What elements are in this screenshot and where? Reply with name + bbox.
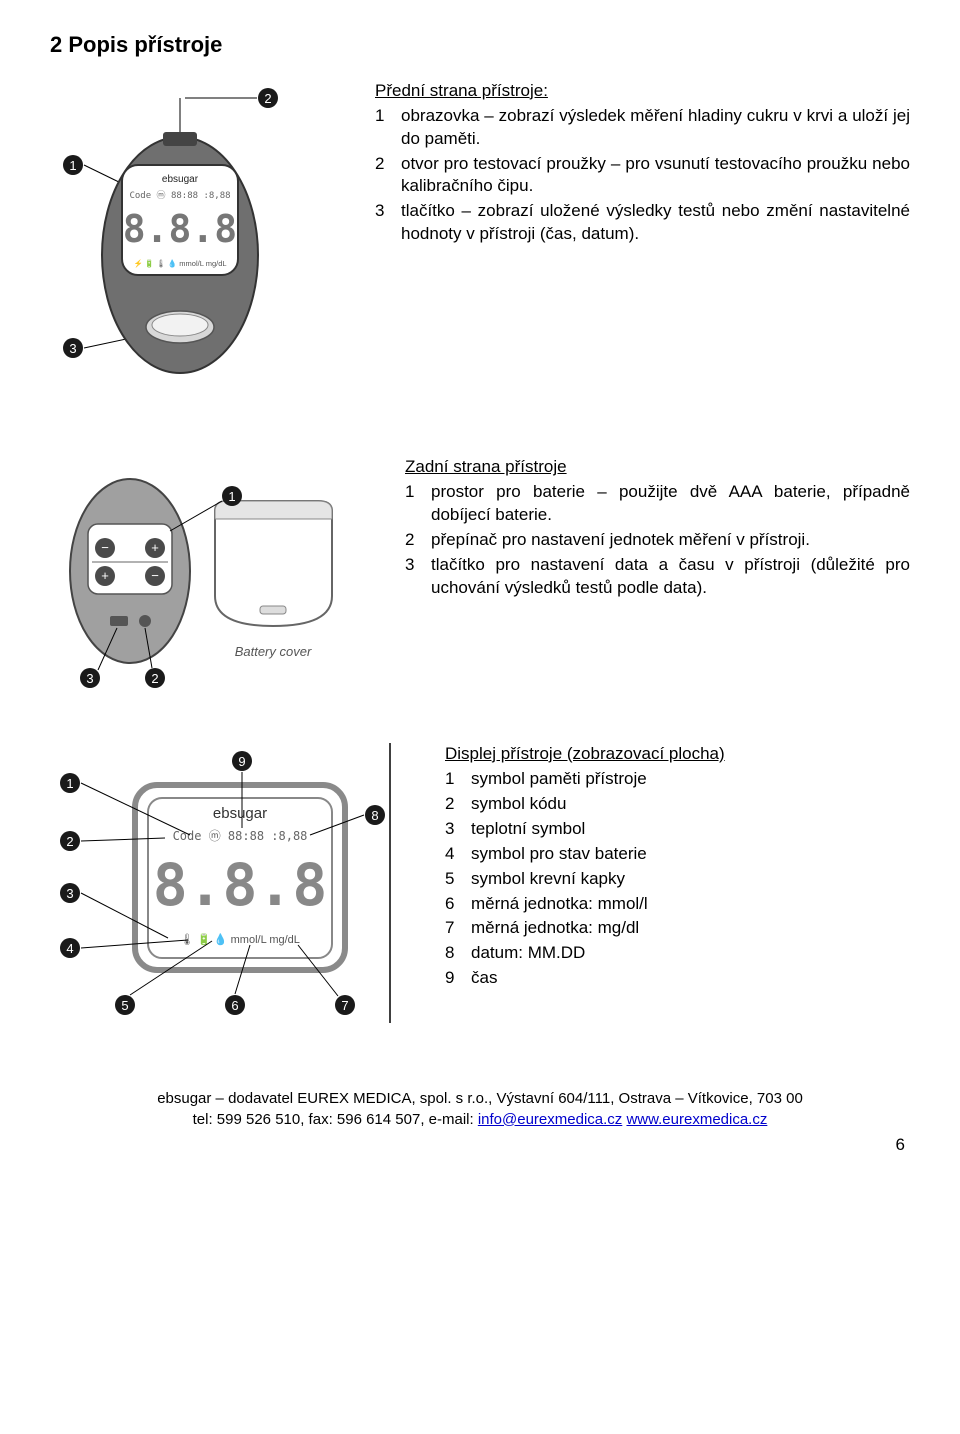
footer-line2-pre: tel: 599 526 510, fax: 596 614 507, e-ma… [193, 1111, 478, 1128]
back-description: Zadní strana přístroje 1prostor pro bate… [405, 456, 910, 602]
back-callout-1: 1 [228, 489, 235, 504]
item-num: 3 [405, 554, 423, 600]
item-num: 7 [445, 917, 463, 940]
footer-email-link[interactable]: info@eurexmedica.cz [478, 1111, 622, 1128]
disp-callout-6: 6 [231, 998, 238, 1013]
display-description: Displej přístroje (zobrazovací plocha) 1… [445, 743, 910, 992]
item-num: 4 [445, 843, 463, 866]
item-text: tlačítko – zobrazí uložené výsledky test… [401, 200, 910, 246]
item-text: otvor pro testovací proužky – pro vsunut… [401, 153, 910, 199]
disp-callout-3: 3 [66, 886, 73, 901]
item-text: teplotní symbol [471, 818, 910, 841]
callout-1: 1 [69, 158, 76, 173]
item-num: 6 [445, 893, 463, 916]
callout-3: 3 [69, 341, 76, 356]
item-text: obrazovka – zobrazí výsledek měření hlad… [401, 105, 910, 151]
item-num: 3 [375, 200, 393, 246]
battery-cover-label: Battery cover [235, 644, 312, 659]
device-line2: ⚡ 🔋 🌡 💧 mmol/L mg/dL [133, 259, 226, 268]
svg-text:−: − [151, 568, 159, 583]
disp-callout-7: 7 [341, 998, 348, 1013]
section-heading: 2 Popis přístroje [50, 30, 910, 60]
front-subhead: Přední strana přístroje: [375, 80, 910, 103]
item-text: symbol pro stav baterie [471, 843, 910, 866]
svg-text:+: + [151, 540, 159, 555]
row-display: ebsugar Code ⓜ 88:88 :8,88 8.8.8 🌡 🔋 💧 m… [50, 743, 910, 1030]
device-big: 8.8.8 [123, 207, 237, 251]
item-text: symbol kódu [471, 793, 910, 816]
display-subhead: Displej přístroje (zobrazovací plocha) [445, 743, 910, 766]
item-num: 8 [445, 942, 463, 965]
item-num: 1 [405, 481, 423, 527]
disp-callout-8: 8 [371, 808, 378, 823]
item-num: 2 [405, 529, 423, 552]
item-text: měrná jednotka: mg/dl [471, 917, 910, 940]
item-num: 1 [375, 105, 393, 151]
item-num: 2 [445, 793, 463, 816]
footer-line2: tel: 599 526 510, fax: 596 614 507, e-ma… [50, 1110, 910, 1130]
item-num: 1 [445, 768, 463, 791]
item-num: 9 [445, 967, 463, 990]
item-text: tlačítko pro nastavení data a času v pří… [431, 554, 910, 600]
svg-text:+: + [101, 568, 109, 583]
row-front: 2 1 3 ebsugar Code ⓜ 88:88 :8,88 8.8.8 ⚡… [50, 80, 910, 417]
item-text: symbol krevní kapky [471, 868, 910, 891]
footer-line1: ebsugar – dodavatel EUREX MEDICA, spol. … [50, 1089, 910, 1109]
display-big: 8.8.8 [153, 851, 328, 919]
display-line1: Code ⓜ 88:88 :8,88 [173, 829, 308, 843]
front-illustration: 2 1 3 ebsugar Code ⓜ 88:88 :8,88 8.8.8 ⚡… [50, 80, 350, 417]
display-line2: 🌡 🔋 💧 mmol/L mg/dL [180, 933, 300, 946]
disp-callout-1: 1 [66, 776, 73, 791]
item-text: měrná jednotka: mmol/l [471, 893, 910, 916]
row-back: − + + − Battery cover 1 3 2 Zadní strana… [50, 456, 910, 703]
back-subhead: Zadní strana přístroje [405, 456, 910, 479]
item-num: 5 [445, 868, 463, 891]
display-illustration: ebsugar Code ⓜ 88:88 :8,88 8.8.8 🌡 🔋 💧 m… [50, 743, 420, 1030]
svg-text:−: − [101, 540, 109, 555]
item-text: symbol paměti přístroje [471, 768, 910, 791]
back-callout-3: 3 [86, 671, 93, 686]
device-brand: ebsugar [162, 174, 199, 185]
item-text: čas [471, 967, 910, 990]
display-brand: ebsugar [213, 805, 267, 822]
disp-callout-4: 4 [66, 941, 73, 956]
disp-callout-2: 2 [66, 834, 73, 849]
callout-2: 2 [264, 91, 271, 106]
item-text: prostor pro baterie – použijte dvě AAA b… [431, 481, 910, 527]
disp-callout-5: 5 [121, 998, 128, 1013]
item-num: 3 [445, 818, 463, 841]
page-number: 6 [50, 1134, 910, 1157]
footer-web-link[interactable]: www.eurexmedica.cz [626, 1111, 767, 1128]
front-description: Přední strana přístroje: 1obrazovka – zo… [375, 80, 910, 249]
back-illustration: − + + − Battery cover 1 3 2 [50, 456, 380, 703]
item-text: přepínač pro nastavení jednotek měření v… [431, 529, 910, 552]
device-line1: Code ⓜ 88:88 :8,88 [129, 190, 230, 201]
back-callout-2: 2 [151, 671, 158, 686]
disp-callout-9: 9 [238, 754, 245, 769]
item-text: datum: MM.DD [471, 942, 910, 965]
footer: ebsugar – dodavatel EUREX MEDICA, spol. … [50, 1089, 910, 1130]
item-num: 2 [375, 153, 393, 199]
